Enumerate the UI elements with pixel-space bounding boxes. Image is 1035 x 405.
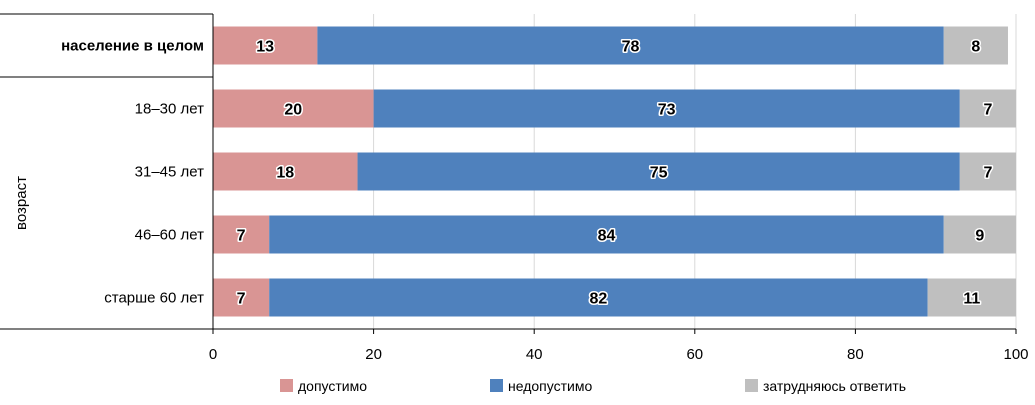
x-tick-label: 100: [1003, 346, 1028, 363]
data-label: 7: [237, 291, 246, 308]
data-label: 75: [650, 165, 668, 182]
category-label: население в целом: [61, 38, 204, 55]
data-label: 13: [256, 39, 274, 56]
category-label: 31–45 лет: [135, 164, 204, 181]
x-tick-label: 0: [209, 346, 217, 363]
legend-swatch: [490, 379, 503, 392]
data-label: 18: [276, 165, 294, 182]
data-label: 20: [284, 102, 302, 119]
category-label: 18–30 лет: [135, 101, 204, 118]
legend-label: допустимо: [298, 378, 367, 394]
legend-label: недопустимо: [508, 378, 592, 394]
x-tick-label: 80: [847, 346, 864, 363]
legend: допустимо недопустимо затрудняюсь ответить: [280, 378, 906, 394]
data-label: 82: [590, 291, 608, 308]
x-tick-label: 40: [526, 346, 543, 363]
y-group-label: возраст: [13, 176, 30, 230]
x-tick-label: 60: [686, 346, 703, 363]
data-label: 78: [622, 39, 640, 56]
data-label: 7: [237, 228, 246, 245]
x-axis-ticks: 0 20 40 60 80 100: [209, 329, 1029, 363]
data-label: 11: [963, 291, 980, 308]
legend-label: затрудняюсь ответить: [763, 378, 906, 394]
legend-swatch: [280, 379, 293, 392]
data-label: 73: [658, 102, 676, 119]
category-labels: население в целом 18–30 лет 31–45 лет 46–60…: [61, 38, 204, 307]
x-tick-label: 20: [365, 346, 382, 363]
data-label: 8: [971, 39, 980, 56]
data-label: 7: [983, 165, 992, 182]
data-label: 7: [983, 102, 992, 119]
legend-swatch: [745, 379, 758, 392]
category-label: 46–60 лет: [135, 227, 204, 244]
bars: [213, 27, 1016, 317]
data-label: 84: [598, 228, 616, 245]
category-label: старше 60 лет: [104, 290, 204, 307]
data-label: 9: [975, 228, 984, 245]
